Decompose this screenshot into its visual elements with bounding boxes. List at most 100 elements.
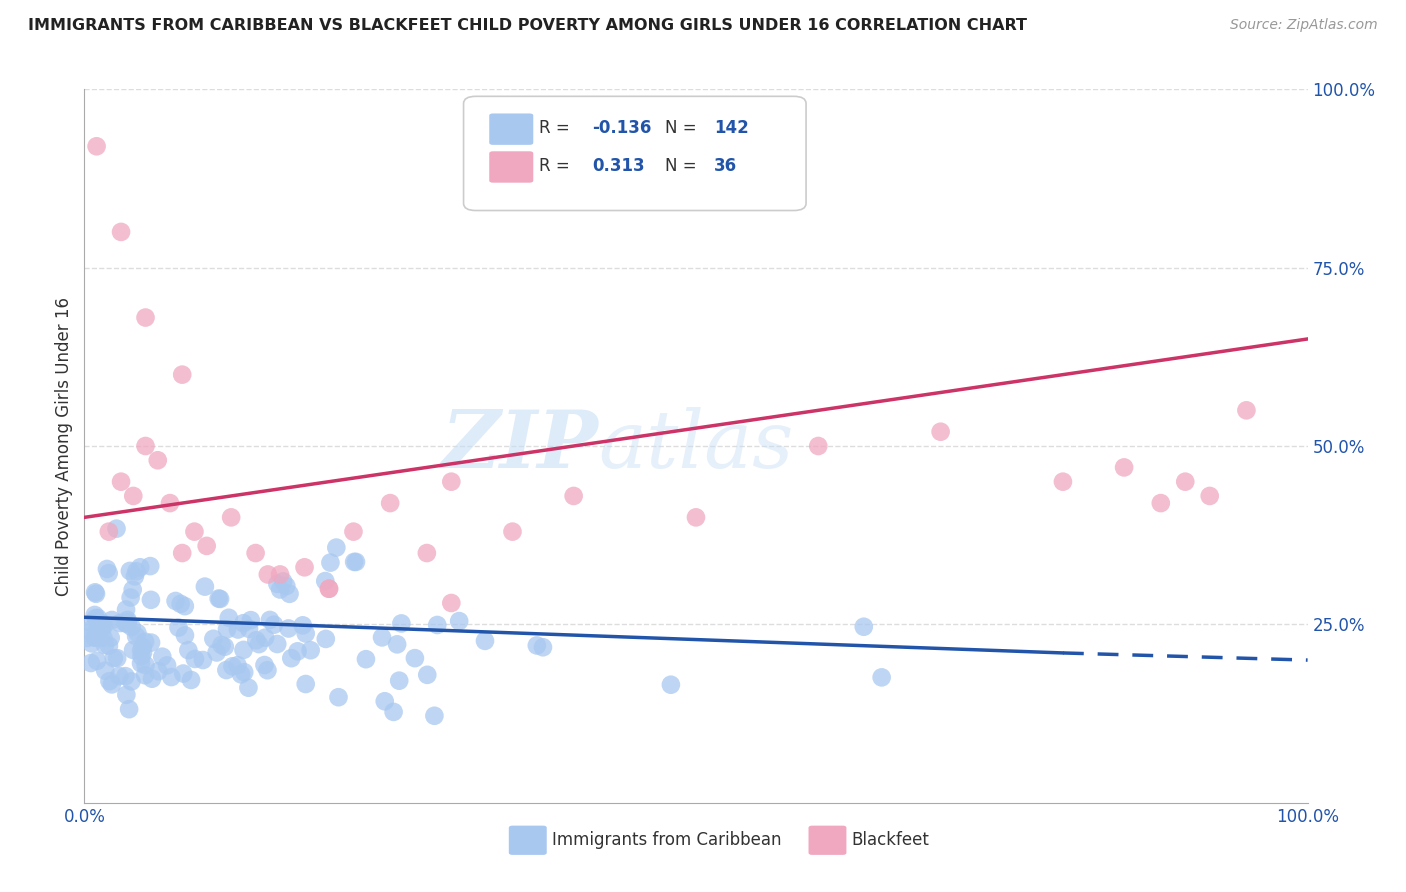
Point bbox=[117, 613, 139, 627]
Point bbox=[502, 524, 524, 539]
Point bbox=[205, 645, 228, 659]
Point bbox=[474, 633, 496, 648]
FancyBboxPatch shape bbox=[464, 96, 806, 211]
Point bbox=[172, 666, 194, 681]
Y-axis label: Child Poverty Among Girls Under 16: Child Poverty Among Girls Under 16 bbox=[55, 296, 73, 596]
Point bbox=[156, 658, 179, 673]
Point bbox=[562, 489, 585, 503]
Point bbox=[118, 702, 141, 716]
Point bbox=[90, 622, 112, 636]
Point bbox=[276, 579, 298, 593]
Point bbox=[291, 618, 314, 632]
Point bbox=[388, 673, 411, 688]
Point bbox=[247, 637, 270, 651]
Point bbox=[135, 310, 157, 325]
Point bbox=[118, 564, 141, 578]
Point bbox=[84, 587, 107, 601]
Point bbox=[382, 705, 405, 719]
Point bbox=[146, 453, 169, 467]
Point bbox=[1114, 460, 1136, 475]
Point bbox=[132, 646, 155, 660]
Point bbox=[325, 541, 347, 555]
Point bbox=[232, 643, 254, 657]
Point bbox=[294, 677, 316, 691]
Point bbox=[195, 539, 218, 553]
Point bbox=[125, 564, 148, 578]
Point bbox=[125, 629, 148, 643]
Point bbox=[385, 637, 408, 651]
Point bbox=[94, 664, 117, 678]
Point bbox=[115, 688, 138, 702]
Point bbox=[416, 546, 439, 560]
Point bbox=[208, 591, 231, 606]
Point bbox=[440, 596, 463, 610]
Point bbox=[87, 620, 110, 634]
Point bbox=[94, 638, 117, 652]
Point bbox=[1150, 496, 1173, 510]
Point bbox=[233, 665, 256, 680]
Point bbox=[280, 651, 302, 665]
Point bbox=[294, 626, 316, 640]
Point bbox=[271, 574, 294, 589]
Point bbox=[354, 652, 377, 666]
FancyBboxPatch shape bbox=[808, 826, 846, 855]
Point bbox=[172, 546, 194, 560]
Point bbox=[122, 489, 145, 503]
Point bbox=[76, 631, 98, 645]
Point bbox=[139, 559, 162, 574]
Point bbox=[121, 582, 143, 597]
Point bbox=[929, 425, 952, 439]
Text: R =: R = bbox=[540, 119, 575, 136]
Point bbox=[389, 616, 412, 631]
Point bbox=[1198, 489, 1220, 503]
Point bbox=[135, 658, 157, 673]
Point bbox=[131, 649, 153, 664]
Point bbox=[121, 674, 143, 689]
Point bbox=[254, 631, 277, 645]
Text: ZIP: ZIP bbox=[441, 408, 598, 484]
Point bbox=[80, 636, 103, 650]
Point bbox=[148, 664, 170, 678]
Point bbox=[117, 615, 139, 630]
Point bbox=[97, 524, 120, 539]
Point bbox=[105, 651, 128, 665]
Point bbox=[84, 631, 107, 645]
Point bbox=[96, 562, 118, 576]
Point bbox=[215, 663, 238, 677]
Point bbox=[103, 651, 125, 665]
Point bbox=[98, 674, 121, 689]
Point bbox=[344, 555, 367, 569]
Text: Blackfeet: Blackfeet bbox=[851, 831, 929, 849]
FancyBboxPatch shape bbox=[489, 152, 533, 183]
Point bbox=[93, 631, 115, 645]
Point bbox=[134, 634, 156, 648]
Point bbox=[134, 668, 156, 682]
Point bbox=[101, 677, 124, 691]
Point bbox=[259, 613, 281, 627]
Point bbox=[1052, 475, 1074, 489]
Point bbox=[404, 651, 426, 665]
Point bbox=[214, 640, 236, 654]
Text: N =: N = bbox=[665, 157, 702, 175]
Point bbox=[215, 623, 238, 637]
Point bbox=[253, 658, 276, 673]
Point bbox=[269, 567, 291, 582]
Point bbox=[191, 653, 214, 667]
Point bbox=[129, 643, 152, 657]
Point bbox=[80, 656, 103, 670]
Point bbox=[685, 510, 707, 524]
Point bbox=[141, 672, 163, 686]
Point bbox=[315, 632, 337, 646]
Point bbox=[135, 439, 157, 453]
Point bbox=[129, 657, 152, 671]
FancyBboxPatch shape bbox=[509, 826, 547, 855]
Point bbox=[218, 611, 240, 625]
Point bbox=[124, 569, 146, 583]
Point bbox=[86, 139, 108, 153]
Point bbox=[139, 592, 162, 607]
Point bbox=[84, 585, 107, 599]
Point bbox=[232, 616, 254, 631]
Point bbox=[167, 621, 190, 635]
Point bbox=[659, 678, 682, 692]
Point bbox=[127, 626, 149, 640]
